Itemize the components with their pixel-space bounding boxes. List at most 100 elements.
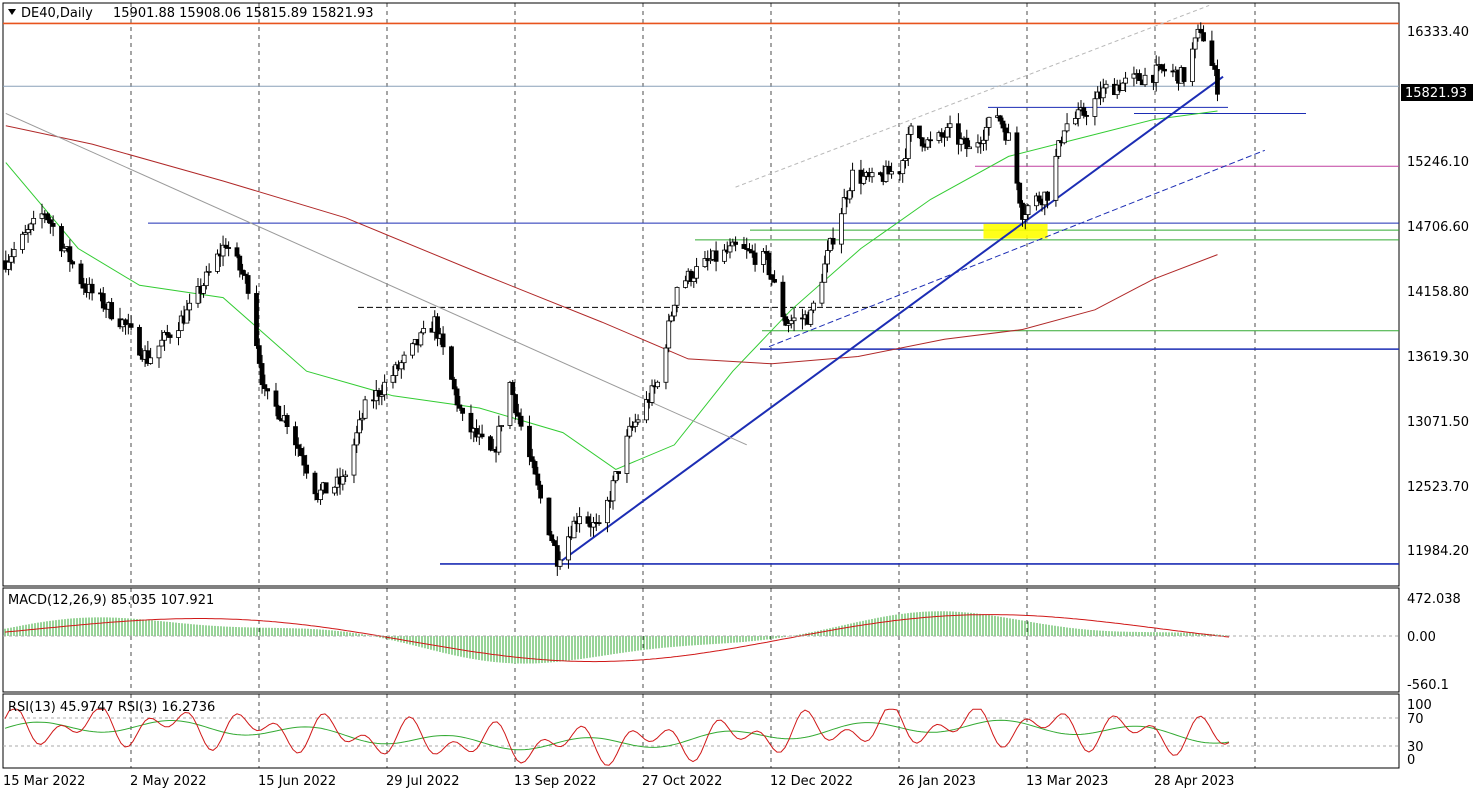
candle-body <box>1017 182 1023 204</box>
candle-body <box>507 382 513 426</box>
candle-body <box>234 247 240 257</box>
candle-body <box>839 213 844 245</box>
candle-body <box>666 320 672 349</box>
price-label: 16333.40 <box>1407 25 1469 40</box>
candle-body <box>1192 37 1198 50</box>
candle-body <box>869 172 875 178</box>
candle-body <box>256 345 262 364</box>
candle-body <box>889 171 894 175</box>
candle-body <box>510 382 516 395</box>
candle-body <box>25 229 31 234</box>
candle-body <box>237 255 243 271</box>
candle-body <box>983 126 989 141</box>
candle-body <box>557 559 563 567</box>
candle-body <box>1014 132 1020 184</box>
candle-body <box>958 138 964 145</box>
candle-body <box>761 251 766 265</box>
candle-body <box>1153 64 1159 83</box>
candle-body <box>22 232 28 235</box>
candle-body <box>362 399 368 419</box>
candle-body <box>644 399 649 421</box>
candle-body <box>1123 77 1128 84</box>
candle-body <box>203 271 209 287</box>
candle-body <box>825 250 830 265</box>
candle-body <box>276 405 282 420</box>
candle-body <box>89 283 95 294</box>
candle-body <box>1061 130 1067 144</box>
candle-body <box>610 480 616 502</box>
candle-body <box>176 330 181 338</box>
macd-histogram <box>4 611 1230 664</box>
candle-body <box>298 448 304 456</box>
candle-body <box>944 127 950 138</box>
candle-body <box>479 433 485 438</box>
candle-body <box>769 274 775 280</box>
candle-body <box>727 245 733 253</box>
candle-body <box>164 332 170 336</box>
candle-body <box>535 473 541 486</box>
candle-body <box>702 258 708 268</box>
candle-body <box>259 363 265 386</box>
candle-body <box>435 316 440 339</box>
candle-body <box>515 412 521 417</box>
candle-body <box>460 407 466 414</box>
candle-body <box>939 132 945 137</box>
candle-body <box>1075 109 1081 119</box>
candle-body <box>240 269 245 275</box>
candle-body <box>861 175 867 184</box>
candle-body <box>70 261 76 265</box>
current-price-label: 15821.93 <box>1405 86 1467 101</box>
rsi-axis-label: 100 <box>1407 698 1432 713</box>
candle-body <box>811 302 816 311</box>
rsi-panel[interactable] <box>2 693 1400 769</box>
dropdown-triangle-icon[interactable] <box>8 9 16 15</box>
candle-body <box>201 285 206 294</box>
moving-average-line <box>5 110 1218 470</box>
price-label: 11984.20 <box>1407 544 1469 559</box>
macd-axis-label: 0.00 <box>1407 630 1436 645</box>
candle-body <box>167 334 173 338</box>
candle-body <box>786 323 791 326</box>
candle-body <box>577 516 582 525</box>
candle-body <box>318 489 323 501</box>
macd-signal-line <box>4 614 1230 663</box>
candle-body <box>20 233 25 250</box>
date-label: 26 Jan 2023 <box>898 774 976 789</box>
date-axis: 15 Mar 2022 2 May 2022 15 Jun 2022 29 Ju… <box>3 774 1234 789</box>
candle-body <box>1201 32 1206 42</box>
rsi-13-line <box>4 719 1230 751</box>
candle-body <box>393 364 399 376</box>
candle-body <box>499 425 505 427</box>
date-label: 29 Jul 2022 <box>386 774 460 789</box>
date-label: 12 Dec 2022 <box>770 774 853 789</box>
candle-body <box>552 540 557 546</box>
candle-body <box>986 116 992 128</box>
macd-label: MACD(12,26,9) 85.035 107.921 <box>8 593 214 608</box>
price-label: 13619.30 <box>1407 350 1469 365</box>
candle-body <box>421 328 427 334</box>
date-label: 15 Mar 2022 <box>3 774 85 789</box>
date-label: 27 Oct 2022 <box>642 774 722 789</box>
candle-body <box>1100 87 1106 99</box>
candle-body <box>31 218 37 225</box>
candle-body <box>900 160 906 175</box>
candle-body <box>917 125 922 139</box>
candle-body <box>713 250 719 262</box>
candle-body <box>359 417 365 421</box>
candle-body <box>596 522 602 525</box>
candle-body <box>591 522 596 528</box>
candle-body <box>45 213 50 221</box>
candle-body <box>379 394 385 397</box>
candle-body <box>323 482 329 494</box>
candle-body <box>763 251 769 254</box>
macd-axis-label: 472.038 <box>1407 592 1461 607</box>
candle-body <box>220 244 226 257</box>
candle-body <box>156 345 162 359</box>
candle-body <box>223 244 229 248</box>
candle-body <box>1190 48 1195 82</box>
main-panel[interactable] <box>2 2 1400 587</box>
candle-body <box>783 316 789 326</box>
trendlines <box>5 4 1266 565</box>
date-gridlines <box>2 3 1256 768</box>
candle-body <box>688 270 694 282</box>
